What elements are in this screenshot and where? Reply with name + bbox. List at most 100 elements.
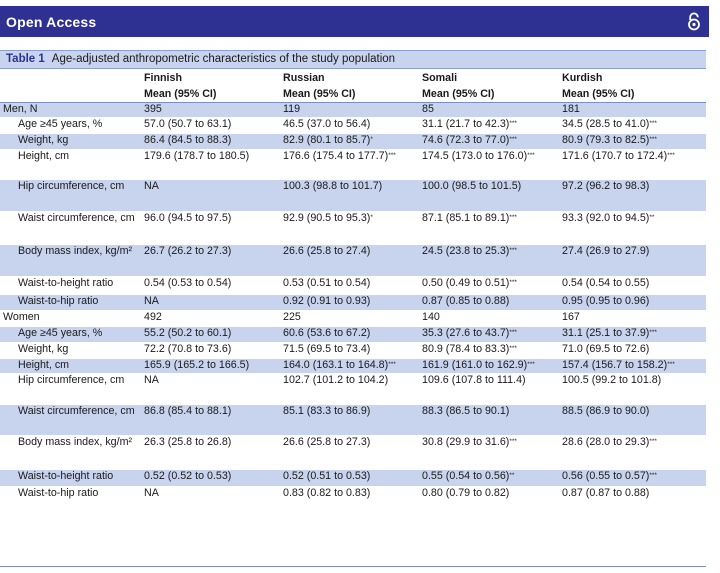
- row-label: Weight, kg: [0, 133, 140, 150]
- cell-value: 100.0 (98.5 to 101.5): [422, 180, 522, 192]
- subheader-somali: Mean (95% CI): [417, 86, 557, 103]
- table-cell: 82.9 (80.1 to 85.7)*: [278, 133, 417, 150]
- cell-value: 87.1 (85.1 to 89.1): [422, 212, 510, 224]
- cell-value: 181: [562, 103, 580, 115]
- cell-value: 119: [283, 103, 301, 115]
- row-label: Age ≥45 years, %: [0, 117, 140, 134]
- significance-marker: ***: [667, 152, 675, 159]
- column-header-row: Finnish Russian Somali Kurdish: [0, 70, 706, 86]
- row-label: Weight, kg: [0, 342, 140, 359]
- table-cell: 46.5 (37.0 to 56.4): [278, 117, 417, 134]
- significance-marker: ***: [509, 279, 517, 286]
- cell-value: NA: [144, 180, 159, 192]
- table-cell: 86.8 (85.4 to 88.1): [140, 404, 278, 436]
- cell-value: 225: [283, 311, 301, 323]
- table-row: Waist circumference, cm 96.0 (94.5 to 97.…: [0, 211, 706, 245]
- cell-value: 26.6 (25.8 to 27.4): [283, 245, 371, 257]
- table-cell: NA: [140, 486, 278, 503]
- table-cell: 85: [417, 102, 557, 118]
- row-label-text: Age ≥45 years, %: [18, 327, 103, 339]
- row-label-text: Waist-to-height ratio: [18, 277, 114, 289]
- cell-value: 96.0 (94.5 to 97.5): [144, 212, 232, 224]
- row-label: Women: [0, 310, 140, 327]
- significance-marker: **: [649, 214, 655, 221]
- table-cell: 30.8 (29.9 to 31.6)***: [417, 435, 557, 470]
- table-cell: 171.6 (170.7 to 172.4)***: [557, 149, 706, 180]
- table-row: Waist circumference, cm 86.8 (85.4 to 88.…: [0, 404, 706, 436]
- table-cell: 0.53 (0.51 to 0.54): [278, 276, 417, 295]
- cell-value: 34.5 (28.5 to 41.0): [562, 118, 650, 130]
- cell-value: 60.6 (53.6 to 67.2): [283, 327, 371, 339]
- row-label: Hip circumference, cm: [0, 373, 140, 405]
- table-cell: 0.54 (0.54 to 0.55): [557, 276, 706, 295]
- significance-marker: ***: [509, 120, 517, 127]
- table-cell: 102.7 (101.2 to 104.2): [278, 373, 417, 405]
- table-row: Weight, kg 86.4 (84.5 to 88.3) 82.9 (80.1 …: [0, 133, 706, 150]
- row-label: Body mass index, kg/m²: [0, 435, 140, 470]
- cell-value: 0.54 (0.54 to 0.55): [562, 277, 650, 289]
- cell-value: 57.0 (50.7 to 63.1): [144, 118, 232, 130]
- table-cell: 71.5 (69.5 to 73.4): [278, 342, 417, 359]
- significance-marker: ***: [667, 361, 675, 368]
- table-cell: 161.9 (161.0 to 162.9)***: [417, 358, 557, 374]
- table-row: Body mass index, kg/m² 26.3 (25.8 to 26.8…: [0, 435, 706, 470]
- row-label: Height, cm: [0, 358, 140, 374]
- significance-marker: ***: [527, 152, 535, 159]
- row-label-text: Hip circumference, cm: [18, 374, 125, 386]
- significance-marker: ***: [649, 120, 657, 127]
- cell-value: 31.1 (25.1 to 37.9): [562, 327, 650, 339]
- cell-value: 86.4 (84.5 to 88.3): [144, 134, 232, 146]
- row-label-text: Waist circumference, cm: [18, 405, 135, 417]
- cell-value: 31.1 (21.7 to 42.3): [422, 118, 510, 130]
- cell-value: NA: [144, 374, 159, 386]
- cell-value: NA: [144, 295, 159, 307]
- table-cell: 492: [140, 310, 278, 327]
- cell-value: 0.87 (0.85 to 0.88): [422, 295, 510, 307]
- significance-marker: ***: [509, 136, 517, 143]
- table-caption: Table 1 Age-adjusted anthropometric chara…: [0, 50, 706, 69]
- table-cell: 0.87 (0.85 to 0.88): [417, 294, 557, 311]
- open-access-icon: [688, 12, 700, 31]
- cell-value: 100.3 (98.8 to 101.7): [283, 180, 383, 192]
- significance-marker: ***: [649, 438, 657, 445]
- significance-marker: *: [370, 136, 373, 143]
- row-label: Waist-to-hip ratio: [0, 294, 140, 311]
- table-cell: 174.5 (173.0 to 176.0)***: [417, 149, 557, 180]
- anthropometric-table: Finnish Russian Somali Kurdish Mean (95%…: [0, 70, 706, 503]
- table-cell: 0.87 (0.87 to 0.88): [557, 486, 706, 503]
- table-cell: 86.4 (84.5 to 88.3): [140, 133, 278, 150]
- table-bottom-rule: [0, 566, 706, 567]
- cell-value: 74.6 (72.3 to 77.0): [422, 134, 510, 146]
- table-row: Men, N 395 119 85 181: [0, 102, 706, 118]
- cell-value: 72.2 (70.8 to 73.6): [144, 343, 232, 355]
- table-cell: 60.6 (53.6 to 67.2): [278, 326, 417, 343]
- table-cell: NA: [140, 373, 278, 405]
- table-cell: 0.52 (0.51 to 0.53): [278, 469, 417, 487]
- row-label-text: Height, cm: [18, 359, 70, 371]
- row-label-text: Hip circumference, cm: [18, 180, 125, 192]
- table-cell: 0.92 (0.91 to 0.93): [278, 294, 417, 311]
- cell-value: 30.8 (29.9 to 31.6): [422, 436, 510, 448]
- table-row: Age ≥45 years, % 55.2 (50.2 to 60.1) 60.6 …: [0, 326, 706, 343]
- cell-value: 86.8 (85.4 to 88.1): [144, 405, 232, 417]
- table-row: Hip circumference, cm NA 100.3 (98.8 to 10…: [0, 179, 706, 212]
- cell-value: 0.80 (0.79 to 0.82): [422, 487, 510, 499]
- row-label-text: Women: [3, 311, 40, 323]
- table-cell: 0.95 (0.95 to 0.96): [557, 294, 706, 311]
- cell-value: 0.87 (0.87 to 0.88): [562, 487, 650, 499]
- table-cell: 93.3 (92.0 to 94.5)**: [557, 211, 706, 245]
- table-cell: 0.83 (0.82 to 0.83): [278, 486, 417, 503]
- cell-value: 85: [422, 103, 434, 115]
- table-cell: 119: [278, 102, 417, 118]
- table-cell: 0.54 (0.53 to 0.54): [140, 276, 278, 295]
- table-cell: 140: [417, 310, 557, 327]
- column-header-finnish: Finnish: [140, 70, 278, 86]
- significance-marker: ***: [509, 438, 517, 445]
- significance-marker: **: [509, 472, 515, 479]
- table-cell: 167: [557, 310, 706, 327]
- row-label-text: Waist-to-height ratio: [18, 470, 114, 482]
- row-label-text: Height, cm: [18, 150, 70, 162]
- table-cell: 26.7 (26.2 to 27.3): [140, 244, 278, 277]
- row-label-text: Waist circumference, cm: [18, 212, 135, 224]
- table-cell: 97.2 (96.2 to 98.3): [557, 179, 706, 212]
